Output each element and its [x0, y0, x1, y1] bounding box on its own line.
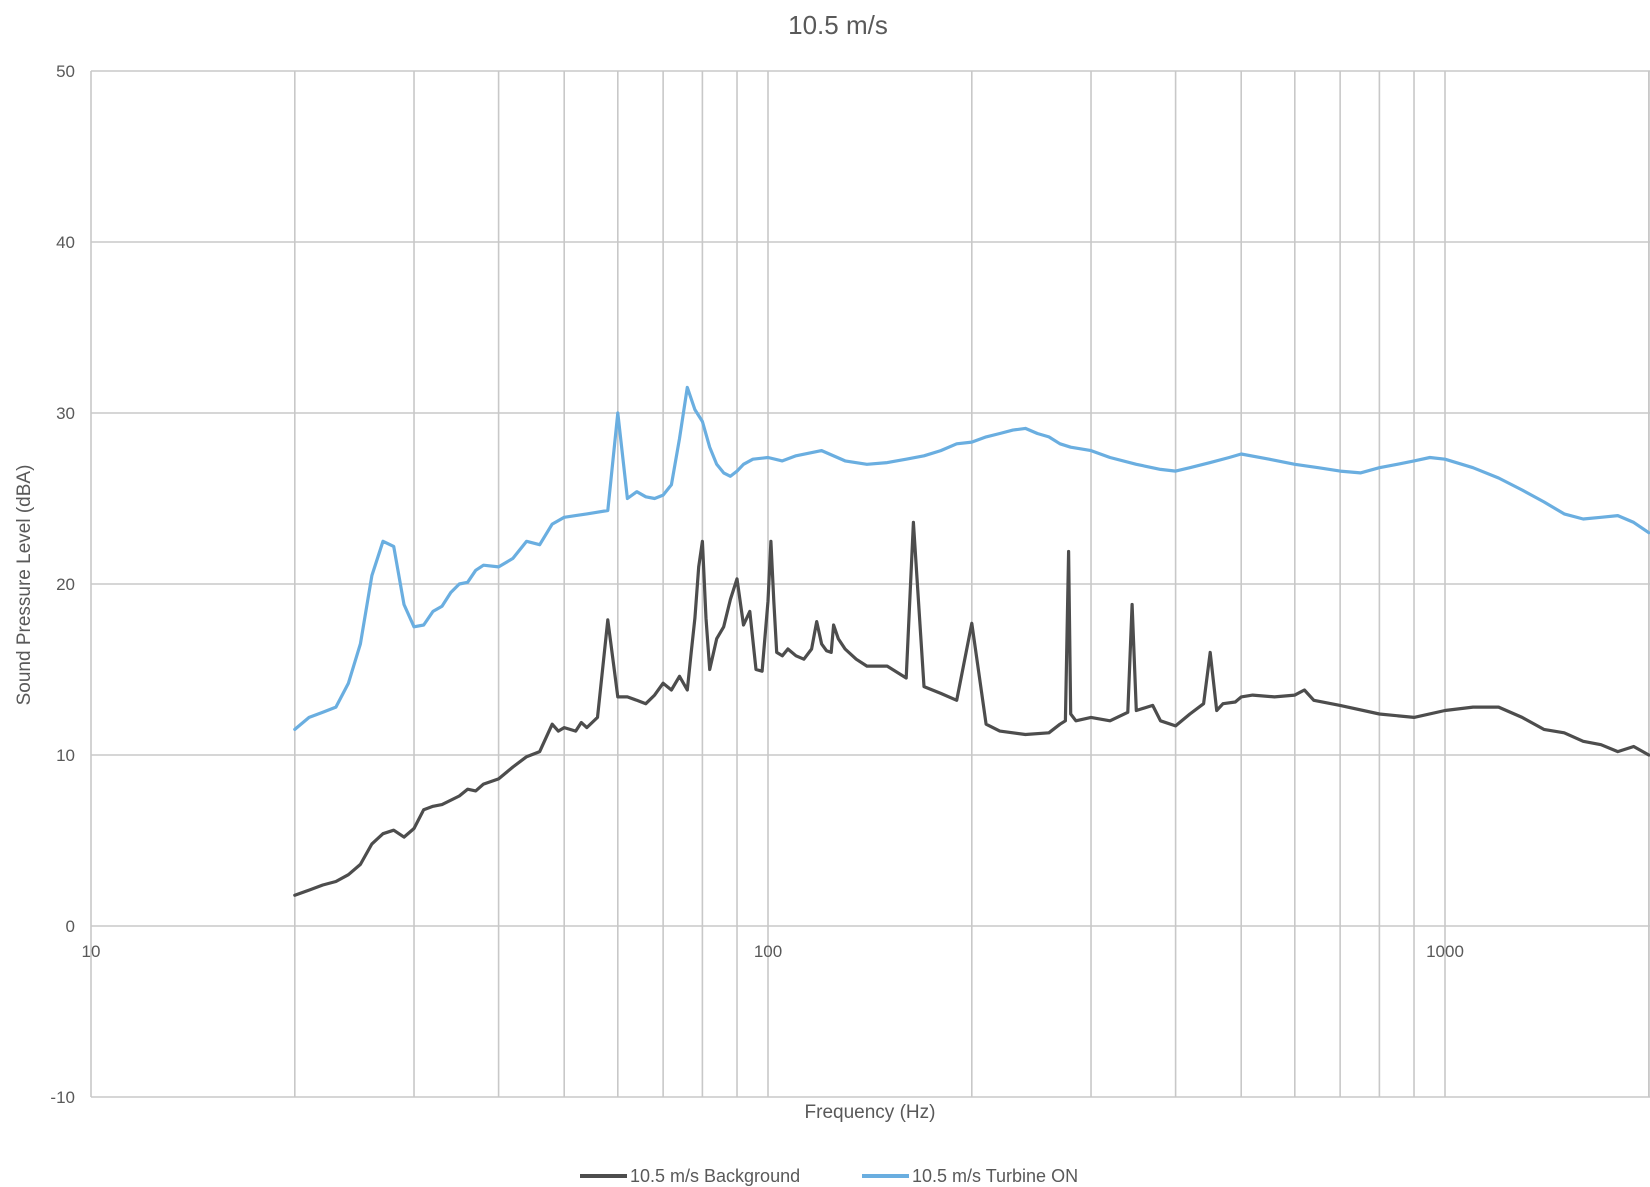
y-tick-label: -10 — [50, 1088, 75, 1107]
y-tick-label: 50 — [56, 62, 75, 81]
horizontal-gridlines — [91, 70, 1650, 1098]
y-tick-label: 0 — [66, 917, 75, 936]
series-line-turbine-on — [293, 385, 1650, 732]
x-tick-label: 100 — [754, 942, 782, 961]
chart-title: 10.5 m/s — [788, 10, 888, 40]
y-tick-label: 40 — [56, 233, 75, 252]
legend-label-turbine-on: 10.5 m/s Turbine ON — [912, 1166, 1078, 1186]
y-tick-label: 10 — [56, 746, 75, 765]
series-line-background — [293, 520, 1650, 897]
y-axis-tick-labels: -10 0 10 20 30 40 50 — [50, 62, 75, 1107]
x-tick-label: 10 — [82, 942, 101, 961]
plot-series-lines — [293, 385, 1650, 897]
x-axis-label: Frequency (Hz) — [805, 1102, 936, 1123]
vertical-gridlines — [90, 71, 1650, 1097]
chart-legend: 10.5 m/s Background 10.5 m/s Turbine ON — [580, 1166, 1078, 1186]
y-tick-label: 20 — [56, 575, 75, 594]
x-axis-tick-labels: 10 100 1000 — [82, 942, 1464, 961]
x-tick-label: 1000 — [1426, 942, 1464, 961]
y-axis-label: Sound Pressure Level (dBA) — [14, 465, 35, 706]
y-tick-label: 30 — [56, 404, 75, 423]
legend-label-background: 10.5 m/s Background — [630, 1166, 800, 1186]
